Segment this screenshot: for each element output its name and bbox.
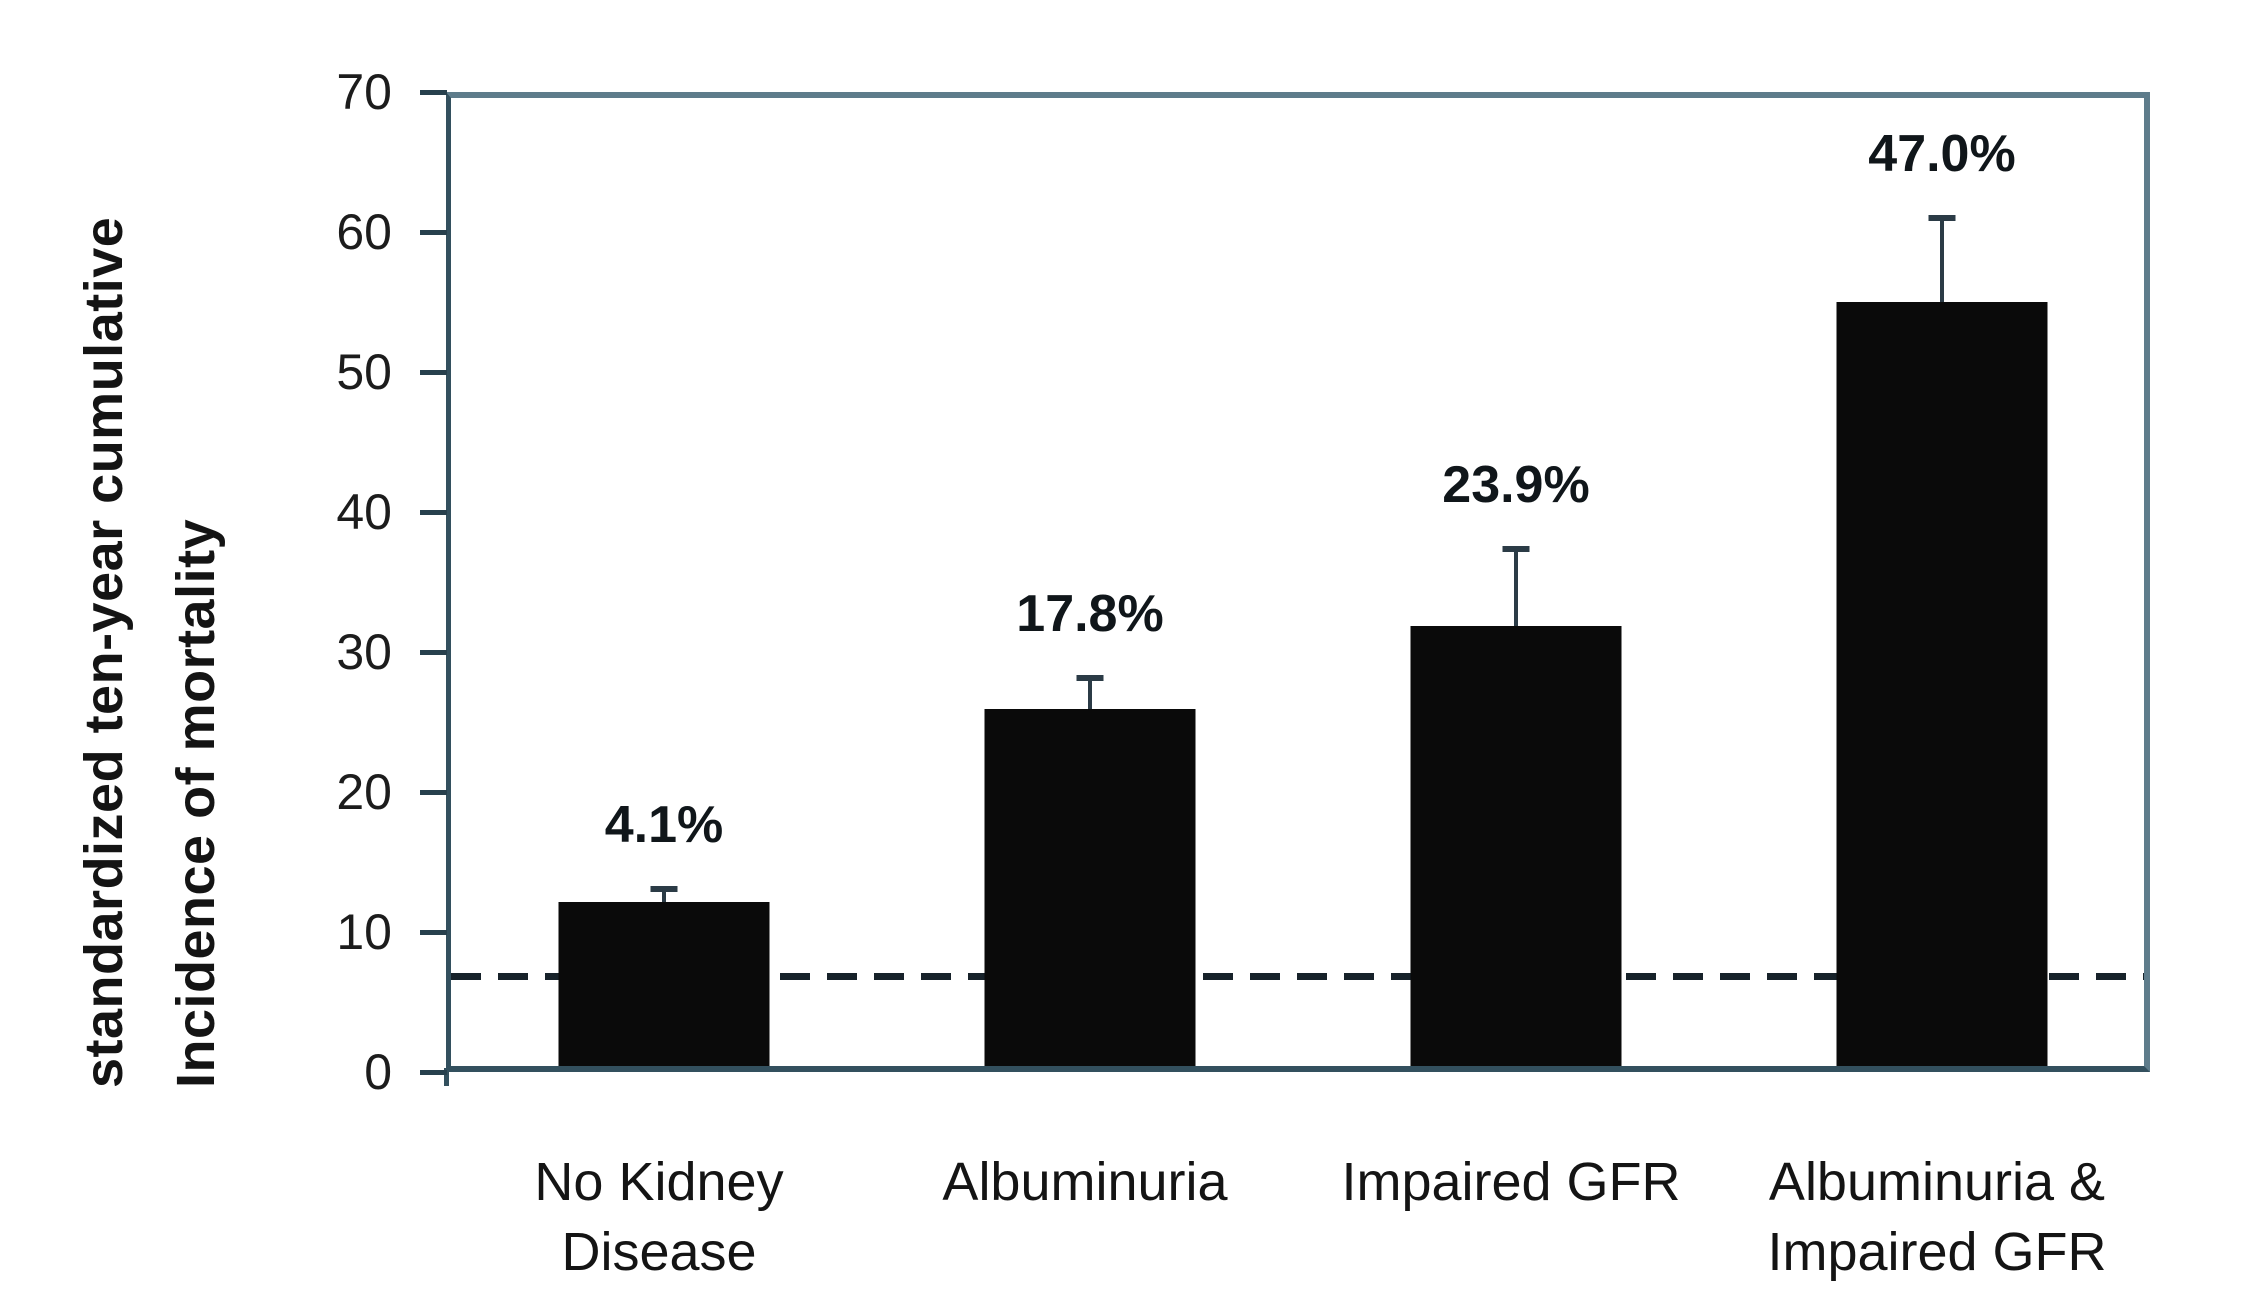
error-bar-cap [650, 886, 678, 892]
y-tick [420, 1069, 447, 1075]
category-label: No Kidney Disease [379, 1147, 939, 1287]
error-bar-cap [1928, 215, 1956, 222]
error-bar-whisker [1940, 218, 1944, 314]
error-bar-whisker [1088, 677, 1092, 721]
category-label-line: Albuminuria [942, 1152, 1228, 1212]
plot-inner: 4.1% 17.8% 23.9% 47.0% [451, 98, 2144, 1066]
category-label: Albuminuria & Impaired GFR [1657, 1147, 2217, 1287]
y-tick-label: 10 [336, 904, 392, 960]
y-tick-label: 70 [336, 64, 392, 120]
value-label: 23.9% [1442, 455, 1590, 514]
y-axis-title-line1: standardized ten-year cumulative [74, 216, 134, 1088]
y-tick [420, 89, 447, 95]
y-axis-title: standardized ten-year cumulative Inciden… [58, 76, 242, 1088]
category-label: Albuminuria [805, 1147, 1365, 1217]
error-bar-cap [1076, 674, 1104, 681]
y-tick-label: 30 [336, 624, 392, 680]
category-label-line: Disease [561, 1222, 757, 1282]
value-label: 17.8% [1016, 584, 1164, 643]
y-tick-label: 40 [336, 484, 392, 540]
error-bar-cap [1502, 545, 1530, 552]
y-tick [420, 509, 447, 515]
y-tick [420, 649, 447, 655]
bar [1836, 301, 2048, 1066]
bar [1410, 626, 1622, 1066]
error-bar-whisker [662, 889, 666, 915]
y-tick [420, 369, 447, 375]
category-label-line: Impaired GFR [1767, 1222, 2107, 1282]
category-label: Impaired GFR [1231, 1147, 1791, 1217]
category-label-line: No Kidney [534, 1152, 784, 1212]
y-tick [420, 929, 447, 935]
axis-corner-tick [444, 1068, 449, 1086]
plot-area: 4.1% 17.8% 23.9% 47.0% [446, 92, 2150, 1072]
bar [984, 709, 1196, 1066]
y-tick [420, 789, 447, 795]
error-bar-whisker [1514, 548, 1518, 639]
bar [558, 902, 770, 1066]
category-label-line: Albuminuria & [1768, 1152, 2106, 1212]
y-axis-title-line2: Incidence of mortality [166, 518, 226, 1088]
y-tick-label: 20 [336, 764, 392, 820]
y-tick [420, 229, 447, 235]
value-label: 4.1% [604, 796, 724, 854]
y-tick-label: 50 [336, 344, 392, 400]
reference-dashed-line [451, 972, 2144, 980]
category-label-line: Impaired GFR [1341, 1152, 1681, 1212]
y-tick-label: 0 [364, 1044, 392, 1100]
y-tick-label: 60 [336, 204, 392, 260]
value-label: 47.0% [1868, 125, 2016, 184]
